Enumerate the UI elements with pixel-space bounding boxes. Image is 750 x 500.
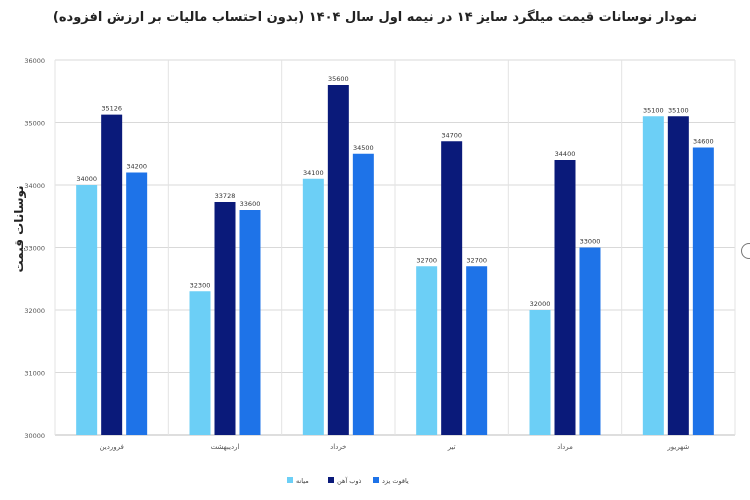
y-tick-label: 33000 xyxy=(24,245,45,253)
bar xyxy=(101,114,123,435)
y-tick-label: 32000 xyxy=(24,307,45,315)
y-tick-label: 35000 xyxy=(24,120,45,128)
bar xyxy=(529,310,551,435)
bar xyxy=(667,116,689,435)
bar xyxy=(327,85,349,435)
data-label: 34500 xyxy=(353,144,374,152)
bar xyxy=(466,266,488,435)
bar xyxy=(302,178,324,435)
legend-swatch xyxy=(328,477,334,483)
legend-swatch xyxy=(287,477,293,483)
x-tick-label: شهریور xyxy=(666,443,689,451)
x-tick-label: مرداد xyxy=(557,443,573,451)
data-label: 32000 xyxy=(530,300,551,308)
bar xyxy=(126,172,148,435)
x-tick-label: فروردین xyxy=(99,443,123,451)
legend-label: یاقوت یزد xyxy=(382,477,409,485)
chart-title: نمودار نوسانات قیمت میلگرد سایز ۱۴ در نی… xyxy=(52,10,698,25)
y-tick-label: 36000 xyxy=(24,57,45,65)
y-tick-label: 30000 xyxy=(24,432,45,440)
bar xyxy=(441,141,463,435)
data-label: 34200 xyxy=(126,163,147,171)
x-tick-label: اردیبهشت xyxy=(211,443,240,451)
data-label: 35126 xyxy=(101,105,122,113)
legend-swatch xyxy=(373,477,379,483)
bar xyxy=(579,247,601,435)
data-label: 32700 xyxy=(416,256,437,264)
bar xyxy=(692,147,714,435)
bar xyxy=(189,291,211,435)
x-tick-label: تیر xyxy=(447,443,456,451)
legend-label: ذوب آهن xyxy=(337,476,362,485)
data-label: 33600 xyxy=(240,200,261,208)
data-label: 33000 xyxy=(580,238,601,246)
data-label: 32700 xyxy=(466,256,487,264)
bar xyxy=(554,160,576,435)
data-label: 35100 xyxy=(668,106,689,114)
bar xyxy=(352,153,374,435)
bar xyxy=(239,210,261,435)
y-tick-label: 31000 xyxy=(24,370,45,378)
data-label: 34000 xyxy=(76,175,97,183)
bar xyxy=(76,185,98,435)
legend-label: میانه xyxy=(296,477,309,485)
data-label: 35600 xyxy=(328,75,349,83)
edge-circle-icon xyxy=(741,243,750,259)
bar xyxy=(642,116,664,435)
bar xyxy=(214,202,236,435)
data-label: 32300 xyxy=(190,281,211,289)
y-tick-label: 34000 xyxy=(24,182,45,190)
data-label: 34600 xyxy=(693,138,714,146)
data-label: 34700 xyxy=(441,131,462,139)
data-label: 35100 xyxy=(643,106,664,114)
data-label: 33728 xyxy=(215,192,236,200)
data-label: 34400 xyxy=(555,150,576,158)
x-tick-label: خرداد xyxy=(330,443,346,451)
bar xyxy=(416,266,438,435)
data-label: 34100 xyxy=(303,169,324,177)
